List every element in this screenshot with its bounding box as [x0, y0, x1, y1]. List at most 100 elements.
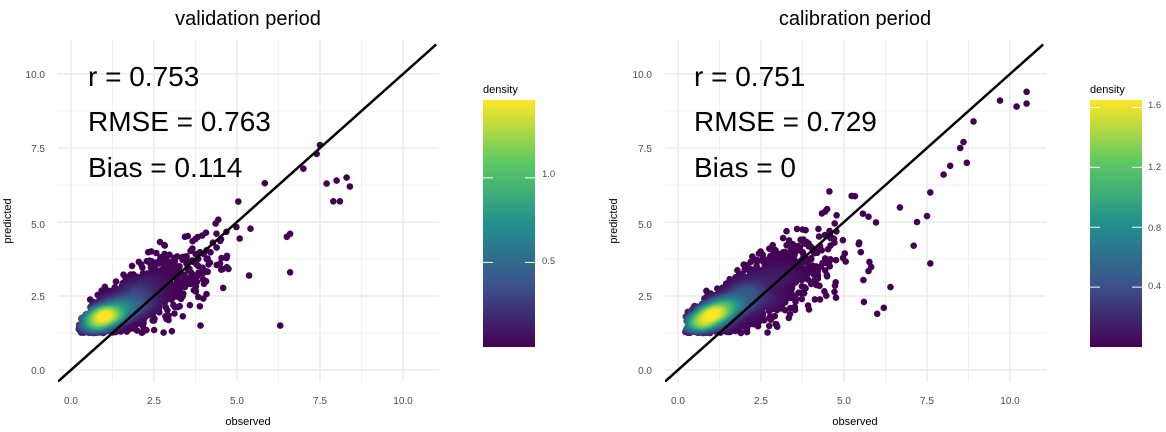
data-point: [896, 204, 904, 211]
data-point: [261, 179, 269, 187]
data-point: [786, 310, 794, 318]
y-tick-label: 10.0: [633, 70, 653, 81]
colorbar-legend: density 1.0 0.5: [483, 84, 555, 347]
colorbar-ticks: [1090, 106, 1142, 288]
data-point: [787, 304, 794, 312]
data-point: [1023, 100, 1030, 107]
data-point: [128, 262, 136, 270]
x-tick-label: 5.0: [230, 396, 244, 407]
data-point: [766, 245, 773, 252]
x-tick-label: 2.5: [147, 396, 161, 407]
data-point: [923, 212, 931, 220]
data-point: [203, 255, 210, 263]
data-point: [160, 261, 167, 269]
data-point: [247, 225, 254, 232]
data-point: [851, 192, 859, 200]
data-point: [1023, 88, 1030, 96]
panel-calibration: calibration period 0.0 2.5 5.0 7.5 10.0 …: [608, 8, 1161, 428]
data-point: [212, 220, 219, 227]
data-point: [831, 288, 838, 296]
y-tick-label: 2.5: [638, 292, 652, 303]
data-point: [867, 263, 875, 271]
data-point: [162, 303, 169, 311]
data-point: [766, 314, 773, 321]
rmse-annotation: RMSE = 0.763: [88, 106, 271, 137]
data-point: [213, 244, 220, 251]
r-annotation: r = 0.753: [88, 61, 199, 92]
data-point: [170, 301, 177, 309]
data-point: [168, 327, 176, 335]
identity-line: [665, 43, 1045, 382]
x-tick-label: 5.0: [837, 396, 851, 407]
x-tick-label: 2.5: [754, 396, 768, 407]
data-point: [913, 218, 921, 226]
scatter-points: [682, 88, 1030, 337]
data-point: [860, 298, 868, 306]
data-point: [826, 188, 833, 195]
data-point: [859, 210, 867, 217]
data-point: [940, 171, 947, 178]
data-point: [927, 260, 934, 267]
data-point: [160, 329, 167, 336]
data-point: [192, 250, 199, 258]
data-point: [207, 249, 214, 256]
x-tick-label: 7.5: [920, 396, 934, 407]
data-point: [223, 254, 230, 262]
data-point: [283, 233, 291, 241]
data-point: [798, 295, 806, 303]
data-point: [150, 326, 158, 334]
legend-tick-label: 0.5: [542, 256, 555, 267]
y-tick-label: 7.5: [31, 144, 45, 155]
data-point: [286, 269, 294, 276]
data-point: [200, 280, 208, 288]
legend-title: density: [483, 84, 518, 96]
y-tick-label: 5.0: [31, 220, 45, 231]
data-point: [112, 278, 120, 285]
data-point: [734, 267, 741, 274]
data-point: [276, 322, 284, 329]
y-axis-label: predicted: [2, 198, 14, 243]
data-point: [323, 180, 330, 187]
data-point: [910, 242, 917, 249]
x-tick-label: 7.5: [313, 396, 327, 407]
data-point: [819, 259, 826, 267]
gridlines: [665, 40, 1046, 382]
data-point: [187, 247, 194, 255]
x-axis-label: observed: [225, 416, 270, 428]
x-tick-label: 0.0: [64, 396, 78, 407]
x-tick-labels: 0.0 2.5 5.0 7.5 10.0: [671, 396, 1020, 407]
data-point: [832, 294, 840, 302]
plot-title: calibration period: [779, 8, 931, 30]
data-point: [137, 261, 145, 268]
data-point: [887, 283, 894, 291]
data-point: [821, 208, 829, 215]
data-point: [816, 296, 824, 303]
legend-tick-label: 0.8: [1148, 223, 1161, 234]
data-point: [802, 226, 809, 234]
data-point: [166, 251, 173, 259]
bias-annotation: Bias = 0.114: [88, 152, 242, 183]
x-tick-labels: 0.0 2.5 5.0 7.5 10.0: [64, 396, 413, 407]
data-point: [333, 177, 340, 184]
data-point: [857, 248, 865, 256]
data-point: [171, 310, 178, 317]
data-point: [772, 320, 779, 328]
data-point: [866, 258, 873, 266]
data-point: [213, 230, 220, 237]
data-point: [144, 248, 152, 256]
data-point: [153, 249, 160, 257]
colorbar-legend: density 1.6 1.2 0.8 0.4: [1090, 84, 1161, 347]
y-tick-label: 10.0: [26, 70, 46, 81]
data-point: [184, 232, 192, 240]
data-point: [765, 322, 773, 330]
r-annotation: r = 0.751: [694, 61, 805, 92]
y-tick-labels: 0.0 2.5 5.0 7.5 10.0: [26, 70, 46, 377]
data-point: [330, 198, 337, 205]
data-point: [783, 227, 790, 235]
data-point: [219, 284, 227, 292]
data-point: [346, 183, 354, 190]
data-point: [811, 277, 818, 284]
data-point: [833, 212, 840, 219]
data-point: [804, 302, 812, 309]
